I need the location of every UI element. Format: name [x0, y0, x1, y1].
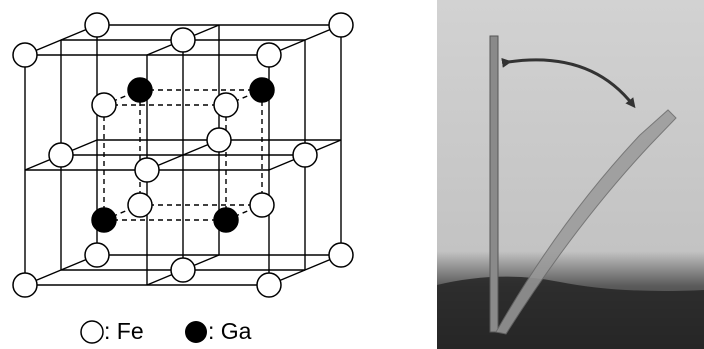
fe-atom	[329, 13, 353, 37]
fe-atom	[214, 93, 238, 117]
crystal-lattice	[13, 13, 353, 297]
fe-atom	[257, 273, 281, 297]
fe-symbol	[81, 321, 103, 343]
fe-atom	[13, 43, 37, 67]
ga-atom	[250, 78, 274, 102]
fe-atom	[92, 93, 116, 117]
legend-fe: : Fe	[104, 318, 144, 344]
legend: : Fe : Ga	[81, 318, 252, 344]
fe-atom	[171, 258, 195, 282]
fe-atom	[135, 158, 159, 182]
fe-atom	[250, 193, 274, 217]
fe-atom	[85, 13, 109, 37]
fe-atom	[171, 28, 195, 52]
straight-strip	[490, 36, 498, 332]
fe-atom	[329, 243, 353, 267]
figure: : Fe : Ga	[0, 0, 704, 349]
fe-atom	[207, 128, 231, 152]
fe-atom	[293, 143, 317, 167]
fe-atom	[128, 193, 152, 217]
ga-atom	[214, 208, 238, 232]
fe-atom	[13, 273, 37, 297]
ga-atom	[92, 208, 116, 232]
ga-atom	[128, 78, 152, 102]
photo	[437, 0, 704, 349]
fe-atom	[49, 143, 73, 167]
legend-ga: : Ga	[208, 318, 252, 344]
ga-symbol	[185, 321, 207, 343]
fe-atom	[85, 243, 109, 267]
fe-atom	[257, 43, 281, 67]
